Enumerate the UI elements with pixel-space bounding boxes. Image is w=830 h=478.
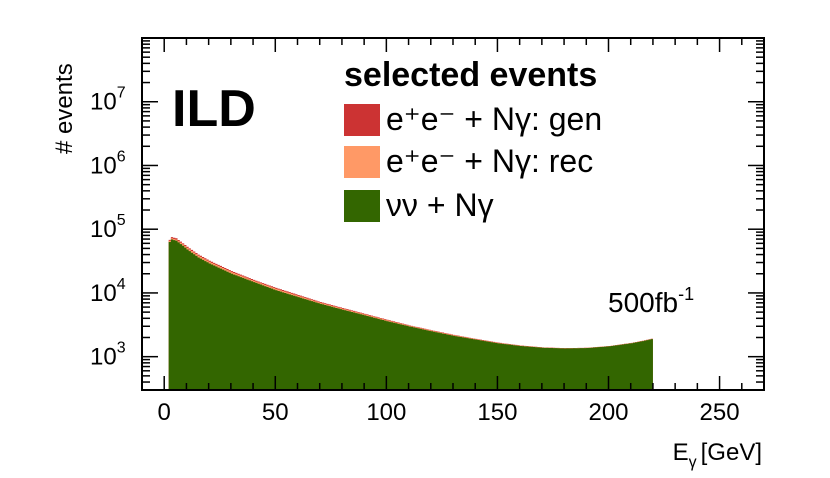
legend-label-gen: e⁺e⁻ + Nγ: gen	[386, 101, 602, 137]
x-tick-label: 100	[366, 399, 406, 426]
x-tick-labels: 0 50 100 150 200 250	[158, 399, 740, 426]
x-tick-label: 150	[477, 399, 517, 426]
y-axis-title: # events	[51, 63, 78, 154]
legend-label-nunu: νν + Nγ	[386, 187, 494, 223]
legend: selected events e⁺e⁻ + Nγ: gen e⁺e⁻ + Nγ…	[344, 56, 602, 223]
legend-label-rec: e⁺e⁻ + Nγ: rec	[386, 143, 593, 179]
legend-swatch-rec	[344, 146, 380, 178]
legend-swatch-gen	[344, 104, 380, 136]
legend-swatch-nunu	[344, 190, 380, 222]
y-tick-label: 106	[90, 148, 126, 179]
histogram-areas	[168, 237, 653, 390]
x-axis-title: Eγ [GeV]	[673, 439, 762, 471]
experiment-label: ILD	[172, 80, 256, 138]
y-tick-label: 107	[90, 85, 126, 116]
legend-title: selected events	[344, 56, 597, 94]
y-tick-label: 104	[90, 276, 126, 307]
y-tick-label: 103	[90, 340, 126, 371]
luminosity-label: 500fb-1	[608, 284, 694, 318]
series-area-2	[168, 239, 653, 390]
axis-ticks	[141, 37, 765, 391]
y-tick-labels: 103 104 105 106 107	[90, 85, 126, 371]
y-tick-label: 105	[90, 212, 126, 243]
x-tick-label: 50	[262, 399, 289, 426]
x-tick-label: 200	[588, 399, 628, 426]
x-tick-label: 250	[700, 399, 740, 426]
x-tick-label: 0	[158, 399, 171, 426]
